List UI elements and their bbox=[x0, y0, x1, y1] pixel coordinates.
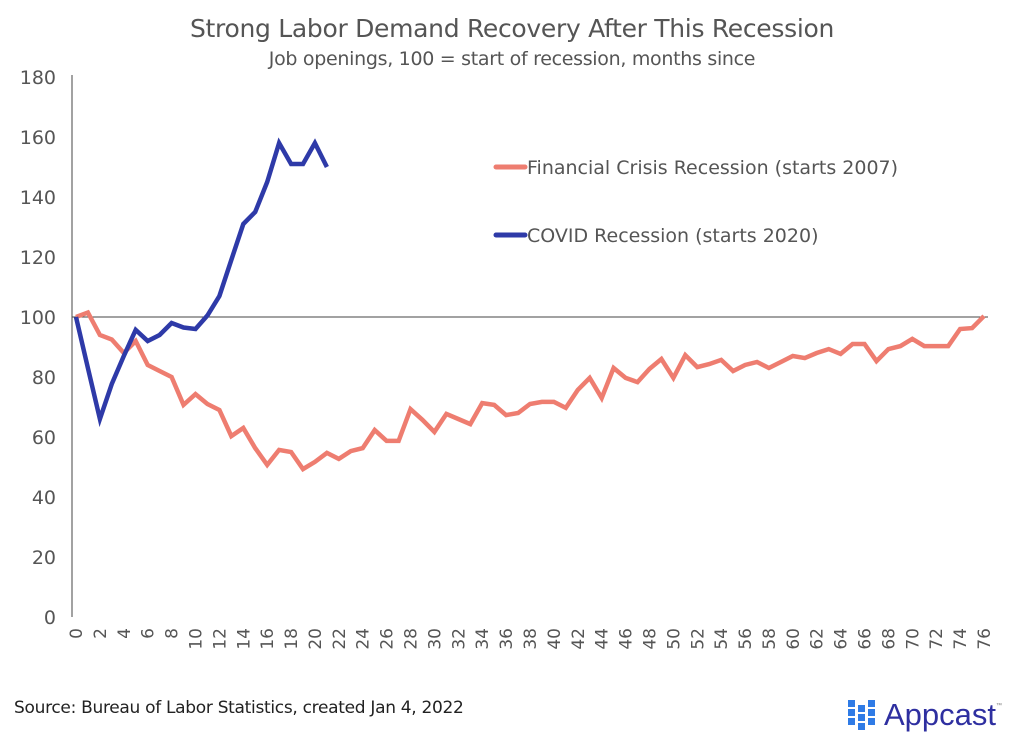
y-tick-label: 100 bbox=[20, 307, 56, 329]
chart-title: Strong Labor Demand Recovery After This … bbox=[189, 14, 835, 43]
x-tick-label: 38 bbox=[521, 628, 541, 650]
x-tick-label: 52 bbox=[688, 628, 708, 650]
x-tick-label: 64 bbox=[832, 628, 852, 650]
y-tick-label: 140 bbox=[20, 187, 56, 209]
x-tick-label: 66 bbox=[856, 628, 876, 650]
x-tick-label: 50 bbox=[664, 628, 684, 650]
y-tick-label: 180 bbox=[20, 67, 56, 89]
x-tick-label: 30 bbox=[425, 628, 445, 650]
x-tick-label: 18 bbox=[282, 628, 302, 650]
x-tick-label: 26 bbox=[378, 628, 398, 650]
y-tick-label: 160 bbox=[20, 127, 56, 149]
y-tick-label: 60 bbox=[32, 427, 56, 449]
trademark-symbol: ™ bbox=[996, 703, 1003, 709]
x-tick-label: 76 bbox=[975, 628, 995, 650]
source-note: Source: Bureau of Labor Statistics, crea… bbox=[14, 698, 464, 718]
y-tick-label: 20 bbox=[32, 547, 56, 569]
y-axis: 0 20 40 60 80 100 120 140 160 180 bbox=[20, 67, 988, 629]
x-tick-label: 42 bbox=[569, 628, 589, 650]
x-tick-label: 10 bbox=[186, 628, 206, 650]
x-tick-label: 36 bbox=[497, 628, 517, 650]
legend: Financial Crisis Recession (starts 2007)… bbox=[493, 157, 898, 247]
x-tick-label: 32 bbox=[449, 628, 469, 650]
x-tick-label: 54 bbox=[712, 628, 732, 650]
x-tick-label: 68 bbox=[879, 628, 899, 650]
x-tick-label: 6 bbox=[139, 628, 159, 639]
x-tick-label: 62 bbox=[808, 628, 828, 650]
x-tick-label: 34 bbox=[473, 628, 493, 650]
chart-subtitle: Job openings, 100 = start of recession, … bbox=[268, 48, 756, 70]
x-tick-label: 70 bbox=[903, 628, 923, 650]
dot-grid-logo-icon bbox=[848, 698, 878, 732]
x-tick-label: 72 bbox=[927, 628, 947, 650]
legend-label-financial-crisis: Financial Crisis Recession (starts 2007) bbox=[527, 157, 898, 179]
y-tick-label: 120 bbox=[20, 247, 56, 269]
x-tick-label: 2 bbox=[91, 628, 111, 639]
x-tick-label: 12 bbox=[210, 628, 230, 650]
series-line-financial-crisis bbox=[75, 309, 986, 473]
x-tick-label: 60 bbox=[784, 628, 804, 650]
x-tick-label: 46 bbox=[617, 628, 637, 650]
x-tick-label: 48 bbox=[640, 628, 660, 650]
x-tick-label: 44 bbox=[593, 628, 613, 650]
legend-label-covid: COVID Recession (starts 2020) bbox=[527, 225, 819, 247]
x-tick-label: 24 bbox=[354, 628, 374, 650]
appcast-logo: Appcast ™ bbox=[848, 697, 1002, 733]
x-tick-label: 8 bbox=[163, 628, 183, 639]
x-tick-label: 40 bbox=[545, 628, 565, 650]
x-tick-label: 16 bbox=[258, 628, 278, 650]
logo-text: Appcast bbox=[884, 697, 997, 732]
series-layer bbox=[73, 137, 986, 473]
x-tick-label: 28 bbox=[402, 628, 422, 650]
y-tick-label: 40 bbox=[32, 487, 56, 509]
x-tick-label: 22 bbox=[330, 628, 350, 650]
x-axis: 0 2 4 6 8 10 12 14 16 18 20 22 24 26 28 30 32 34 36 38 40 42 4… bbox=[67, 628, 995, 650]
x-tick-label: 20 bbox=[306, 628, 326, 650]
x-tick-label: 14 bbox=[234, 628, 254, 650]
x-tick-label: 58 bbox=[760, 628, 780, 650]
y-tick-label: 80 bbox=[32, 367, 56, 389]
x-tick-label: 74 bbox=[951, 628, 971, 650]
x-tick-label: 0 bbox=[67, 628, 87, 639]
x-tick-label: 56 bbox=[736, 628, 756, 650]
series-line-covid bbox=[73, 137, 329, 428]
y-tick-label: 0 bbox=[44, 607, 56, 629]
x-tick-label: 4 bbox=[115, 628, 135, 639]
